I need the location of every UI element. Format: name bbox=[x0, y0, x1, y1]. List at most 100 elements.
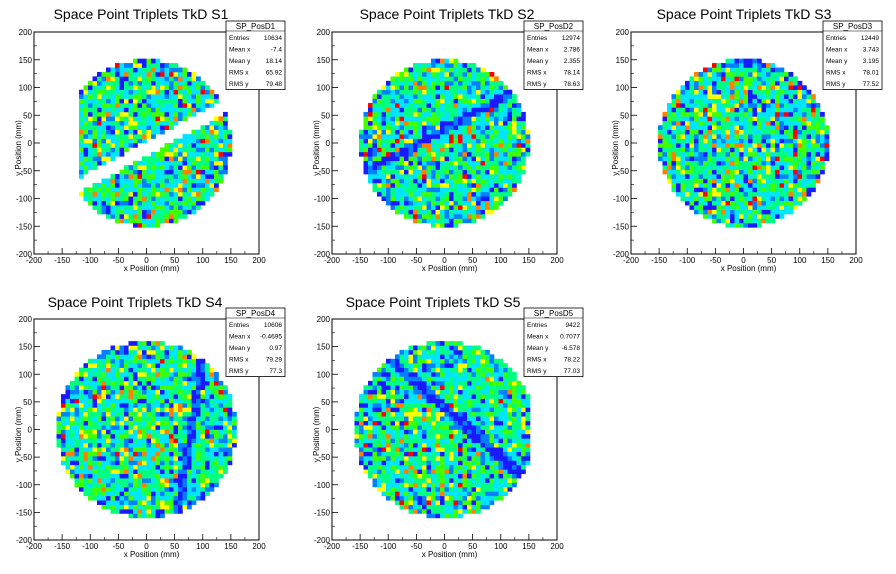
histogram-cell bbox=[92, 402, 98, 408]
histogram-cell bbox=[83, 156, 89, 162]
histogram-cell bbox=[200, 398, 206, 404]
histogram-cell bbox=[56, 411, 62, 417]
histogram-cell bbox=[133, 380, 138, 386]
histogram-cell bbox=[146, 425, 152, 430]
histogram-cell bbox=[422, 218, 427, 224]
histogram-cell bbox=[128, 214, 134, 219]
histogram-cell bbox=[467, 129, 472, 135]
histogram-cell bbox=[187, 482, 192, 488]
histogram-cell bbox=[124, 486, 129, 492]
histogram-cell bbox=[142, 394, 147, 399]
histogram-cell bbox=[106, 425, 111, 430]
histogram-cell bbox=[160, 442, 165, 448]
histogram-cell bbox=[485, 196, 490, 202]
histogram-cell bbox=[680, 165, 686, 170]
histogram-cell bbox=[716, 134, 722, 139]
histogram-cell bbox=[458, 98, 463, 104]
histogram-cell bbox=[449, 111, 454, 117]
histogram-cell bbox=[458, 138, 463, 144]
histogram-cell bbox=[521, 129, 526, 135]
histogram-cell bbox=[97, 363, 102, 368]
histogram-cell bbox=[106, 416, 111, 421]
histogram-cell bbox=[512, 147, 517, 153]
histogram-cell bbox=[133, 222, 138, 228]
histogram-cell bbox=[200, 380, 206, 386]
y-tick-label: -100 bbox=[613, 195, 630, 204]
histogram-cell bbox=[119, 509, 125, 514]
histogram-cell bbox=[386, 456, 391, 461]
histogram-cell bbox=[97, 398, 102, 404]
histogram-cell bbox=[133, 209, 138, 215]
histogram-cell bbox=[182, 420, 188, 426]
histogram-cell bbox=[748, 134, 753, 139]
histogram-cell bbox=[404, 200, 409, 206]
histogram-cell bbox=[200, 169, 206, 175]
histogram-cell bbox=[685, 125, 690, 130]
histogram-cell bbox=[716, 196, 722, 202]
histogram-cell bbox=[689, 182, 695, 188]
histogram-cell bbox=[106, 89, 111, 95]
histogram-cell bbox=[658, 143, 663, 148]
histogram-cell bbox=[815, 129, 821, 135]
histogram-cell bbox=[462, 218, 468, 224]
histogram-cell bbox=[115, 138, 120, 144]
histogram-cell bbox=[440, 191, 445, 197]
histogram-cell bbox=[494, 174, 499, 179]
histogram-cell bbox=[187, 394, 192, 399]
histogram-cell bbox=[462, 160, 468, 166]
histogram-cell bbox=[169, 420, 174, 426]
histogram-cell bbox=[124, 389, 129, 395]
histogram-cell bbox=[417, 94, 423, 99]
histogram-cell bbox=[707, 174, 713, 179]
histogram-cell bbox=[74, 385, 80, 391]
histogram-cell bbox=[169, 402, 174, 408]
histogram-cell bbox=[151, 196, 156, 202]
histogram-cell bbox=[485, 111, 490, 117]
histogram-cell bbox=[734, 214, 740, 219]
histogram-cell bbox=[395, 111, 400, 117]
histogram-cell bbox=[106, 376, 111, 382]
histogram-cell bbox=[815, 138, 821, 144]
histogram-cell bbox=[155, 482, 161, 488]
histogram-cell bbox=[770, 147, 776, 153]
histogram-cell bbox=[444, 174, 450, 179]
stats-label: Mean x bbox=[229, 47, 251, 54]
histogram-cell bbox=[467, 174, 472, 179]
histogram-cell bbox=[381, 165, 387, 170]
histogram-cell bbox=[703, 94, 708, 99]
histogram-cell bbox=[784, 169, 789, 175]
histogram-cell bbox=[386, 376, 391, 382]
histogram-cell bbox=[444, 63, 450, 68]
histogram-cell bbox=[196, 380, 201, 386]
histogram-cell bbox=[703, 111, 708, 117]
histogram-cell bbox=[377, 486, 382, 492]
histogram-cell bbox=[797, 125, 803, 130]
histogram-cell bbox=[408, 85, 414, 91]
histogram-cell bbox=[494, 89, 499, 95]
histogram-cell bbox=[209, 416, 215, 421]
histogram-cell bbox=[761, 134, 767, 139]
histogram-cell bbox=[133, 509, 138, 514]
histogram-cell bbox=[458, 94, 463, 99]
histogram-cell bbox=[820, 134, 825, 139]
histogram-cell bbox=[775, 187, 780, 193]
histogram-cell bbox=[395, 80, 400, 86]
histogram-cell bbox=[119, 504, 125, 510]
histogram-cell bbox=[65, 416, 71, 421]
histogram-cell bbox=[775, 156, 780, 162]
histogram-cell bbox=[743, 80, 749, 86]
histogram-cell bbox=[386, 394, 391, 399]
histogram-cell bbox=[133, 442, 138, 448]
histogram-cell bbox=[106, 380, 111, 386]
histogram-cell bbox=[698, 129, 704, 135]
histogram-cell bbox=[453, 98, 459, 104]
histogram-cell bbox=[512, 169, 517, 175]
histogram-cell bbox=[707, 151, 713, 157]
histogram-cell bbox=[92, 376, 98, 382]
histogram-cell bbox=[146, 509, 152, 514]
histogram-cell bbox=[725, 160, 731, 166]
histogram-cell bbox=[811, 178, 816, 184]
histogram-cell bbox=[128, 456, 134, 461]
histogram-cell bbox=[698, 151, 704, 157]
histogram-cell bbox=[725, 76, 731, 82]
